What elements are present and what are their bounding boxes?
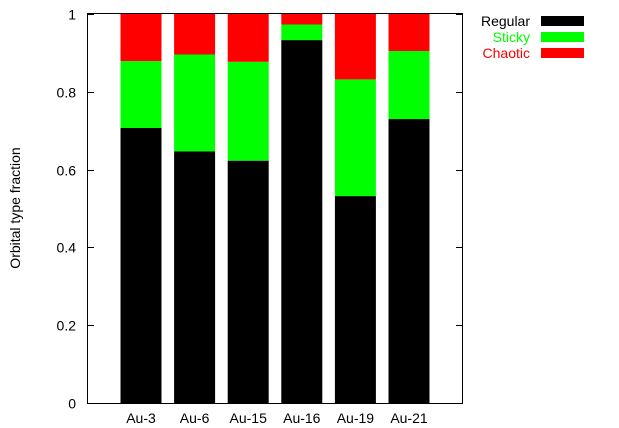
bar-segment-regular-au-21 — [388, 119, 430, 403]
bar-segment-chaotic-au-21 — [388, 14, 430, 51]
bar-segment-sticky-au-6 — [174, 54, 216, 152]
bar-segment-regular-au-19 — [334, 196, 376, 403]
legend-swatch-chaotic — [541, 48, 584, 58]
legend-label-chaotic: Chaotic — [483, 45, 530, 61]
y-tick-label: 0.8 — [57, 85, 77, 101]
x-tick-label: Au-3 — [126, 410, 156, 426]
y-axis-ticks: 0 0.2 0.4 0.6 0.8 1 — [57, 7, 462, 412]
y-tick-label: 1 — [68, 7, 76, 23]
x-tick-label: Au-15 — [230, 410, 268, 426]
bar-segment-sticky-au-3 — [120, 61, 162, 128]
y-tick-label: 0.4 — [57, 240, 77, 256]
y-tick-label: 0.6 — [57, 163, 77, 179]
legend-swatch-regular — [541, 16, 584, 26]
bar-segment-chaotic-au-6 — [174, 14, 216, 55]
y-tick-label: 0.2 — [57, 318, 77, 334]
bar-layer — [120, 14, 430, 403]
x-tick-label: Au-16 — [283, 410, 321, 426]
legend-swatch-sticky — [541, 32, 584, 42]
x-tick-label: Au-21 — [390, 410, 428, 426]
bar-segment-chaotic-au-19 — [334, 14, 376, 80]
bar-segment-regular-au-3 — [120, 128, 162, 403]
legend-label-sticky: Sticky — [493, 29, 530, 45]
y-tick-label: 0 — [68, 396, 76, 412]
bar-segment-chaotic-au-3 — [120, 14, 162, 62]
plot-frame — [87, 13, 463, 404]
x-tick-label: Au-6 — [180, 410, 210, 426]
x-tick-label: Au-19 — [337, 410, 375, 426]
legend-label-regular: Regular — [481, 13, 530, 29]
y-axis-label: Orbital type fraction — [7, 147, 23, 268]
bar-segment-chaotic-au-16 — [281, 14, 323, 25]
bar-segment-chaotic-au-15 — [227, 14, 269, 62]
bar-segment-sticky-au-15 — [227, 61, 269, 161]
bar-segment-sticky-au-16 — [281, 24, 323, 41]
bar-segment-sticky-au-21 — [388, 51, 430, 120]
bar-segment-regular-au-16 — [281, 40, 323, 403]
bar-segment-sticky-au-19 — [334, 79, 376, 197]
bar-segment-regular-au-15 — [227, 160, 269, 403]
bar-segment-regular-au-6 — [174, 151, 216, 403]
x-axis-tick-labels: Au-3 Au-6 Au-15 Au-16 Au-19 Au-21 — [126, 410, 428, 426]
